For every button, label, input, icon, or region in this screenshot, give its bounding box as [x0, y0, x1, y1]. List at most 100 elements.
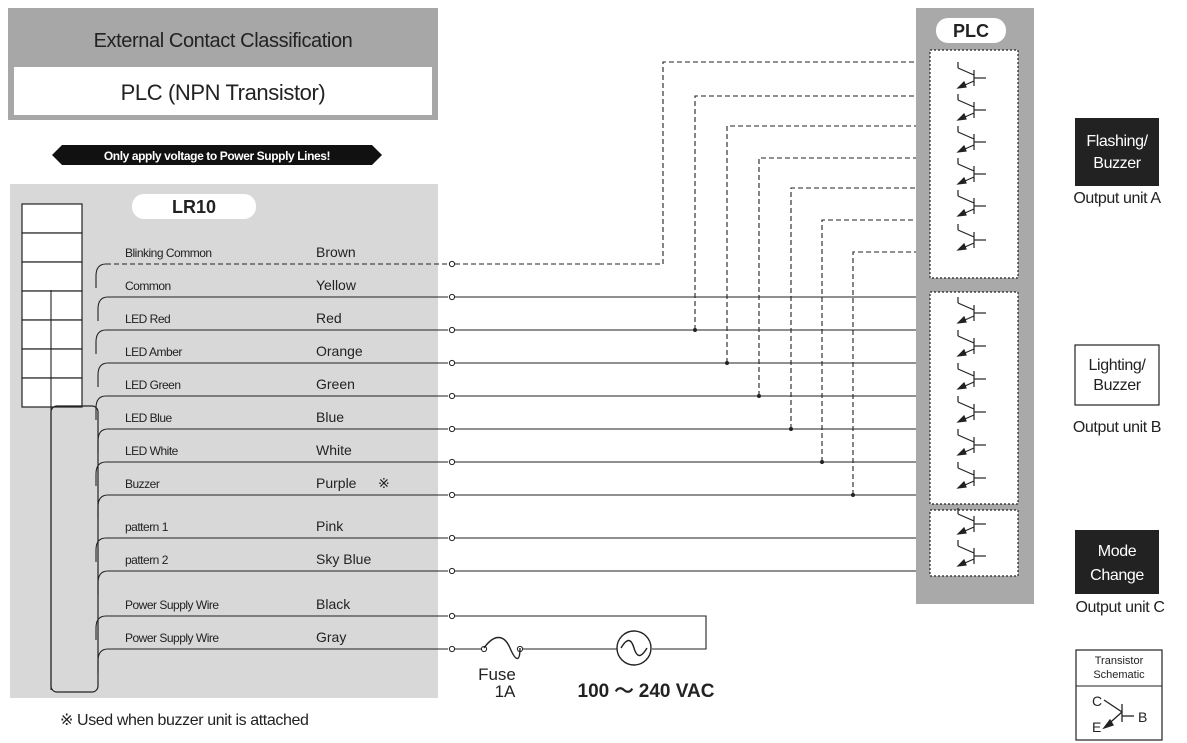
supply-voltage: 100 ～ 240 VAC	[578, 681, 715, 702]
header-subtitle-box	[14, 67, 432, 115]
wire-bundle-curve	[97, 428, 109, 453]
header-title: External Contact Classification	[94, 30, 353, 52]
fuse-terminal	[480, 645, 488, 653]
wire-color-label: Pink	[316, 518, 344, 534]
output-c-line2: Change	[1090, 567, 1144, 584]
plc-title: PLC	[953, 21, 989, 41]
wire-color-label: Gray	[316, 629, 346, 645]
route-power-black	[455, 615, 707, 650]
wire-color-label: Green	[316, 376, 355, 392]
lr10-title-pill	[132, 194, 256, 219]
route-branch-unit-a	[790, 187, 958, 429]
transistor-icon	[956, 94, 986, 121]
tower-segment	[21, 203, 83, 234]
transistor-icon	[956, 126, 986, 153]
wire-function-label: Common	[125, 279, 171, 293]
schematic-b: B	[1138, 709, 1147, 725]
transistor-icon	[956, 190, 986, 217]
fuse-label: Fuse	[478, 665, 516, 684]
wire-function-label: LED Green	[125, 378, 181, 392]
schematic-e: E	[1092, 719, 1101, 735]
wire-function-label: LED Blue	[125, 411, 173, 425]
wire-bundle-curve	[97, 494, 109, 519]
schematic-c: C	[1092, 693, 1102, 709]
output-a-line2: Buzzer	[1093, 155, 1141, 172]
wire-bundle-curve	[95, 329, 107, 354]
ac-source-icon	[616, 630, 652, 666]
warning-text: Only apply voltage to Power Supply Lines…	[104, 149, 330, 163]
output-unit-b-box	[929, 291, 1019, 505]
wire-function-label: LED Amber	[125, 345, 182, 359]
wire-function-label: Power Supply Wire	[125, 598, 219, 612]
wire-bundle-curve	[95, 263, 107, 288]
output-c-line1: Mode	[1098, 543, 1137, 560]
transistor-icon	[956, 62, 986, 89]
tower-segment	[21, 232, 83, 263]
plc-transistors	[956, 62, 986, 567]
wire-function-label: LED White	[125, 444, 179, 458]
output-c-caption: Output unit C	[1075, 599, 1164, 616]
route-branch-unit-a	[758, 157, 958, 396]
fuse-symbol	[483, 636, 521, 660]
wire-function-label: pattern 1	[125, 520, 169, 534]
wire-terminal	[448, 567, 456, 575]
transistor-icon	[956, 429, 986, 456]
wire-color-label: Yellow	[316, 277, 357, 293]
route-blinking-common	[455, 61, 958, 265]
wire-terminal	[448, 491, 456, 499]
wire-bundle-curve	[95, 461, 107, 486]
wire-function-label: LED Red	[125, 312, 170, 326]
wire-bundle-curve	[95, 537, 107, 562]
schematic-transistor-icon	[1102, 699, 1134, 730]
wire-color-label: Purple	[316, 475, 357, 491]
wire-lines	[50, 61, 958, 690]
output-c-badge	[1075, 530, 1159, 594]
wire-terminal	[448, 612, 456, 620]
output-b-line1: Lighting/	[1089, 357, 1147, 374]
route-branch-unit-a	[694, 95, 958, 330]
wire-buzzer-mark: ※	[378, 475, 390, 491]
tower-segment	[21, 377, 83, 408]
transistor-icon	[956, 508, 986, 535]
tower-segment	[21, 290, 83, 321]
wire-function-label: Blinking Common	[125, 246, 212, 260]
wire-terminal	[448, 326, 456, 334]
transistor-icon	[956, 462, 986, 489]
wire-color-label: Black	[316, 596, 351, 612]
schematic-legend	[1075, 649, 1163, 741]
output-a-line1: Flashing/	[1086, 133, 1148, 150]
schematic-title-1: Transistor	[1095, 655, 1144, 667]
schematic-title-2: Schematic	[1093, 669, 1145, 681]
wire-terminal	[448, 425, 456, 433]
transistor-icon	[956, 158, 986, 185]
wire-bundle-curve	[95, 615, 107, 640]
lr10-title: LR10	[172, 197, 216, 217]
transistor-icon	[956, 396, 986, 423]
fuse-rating: 1A	[495, 682, 516, 701]
output-b-badge	[1074, 344, 1160, 406]
wire-bundle-curve	[97, 570, 109, 595]
wire-color-label: Blue	[316, 409, 344, 425]
tower-segment	[21, 261, 83, 292]
output-b-line2: Buzzer	[1093, 377, 1141, 394]
header-subtitle: PLC (NPN Transistor)	[121, 80, 326, 105]
ac-wave-icon	[620, 639, 648, 657]
plc-title-pill	[936, 18, 1006, 43]
power-supply	[483, 630, 652, 666]
output-a-caption: Output unit A	[1073, 190, 1161, 207]
wire-terminal	[448, 392, 456, 400]
wire-function-label: pattern 2	[125, 553, 169, 567]
buzzer-footnote: ※ Used when buzzer unit is attached	[60, 712, 308, 729]
wire-bundle-curve	[97, 296, 109, 321]
warning-banner	[52, 145, 382, 165]
wire-terminal	[448, 458, 456, 466]
wire-function-label: Buzzer	[125, 477, 160, 491]
output-a-badge	[1075, 118, 1159, 186]
transistor-icon	[956, 224, 986, 251]
wire-terminal	[448, 645, 456, 653]
wire-terminal	[448, 534, 456, 542]
transistor-icon	[956, 297, 986, 324]
wire-color-label: Brown	[316, 244, 356, 260]
tower-segment	[21, 319, 83, 350]
